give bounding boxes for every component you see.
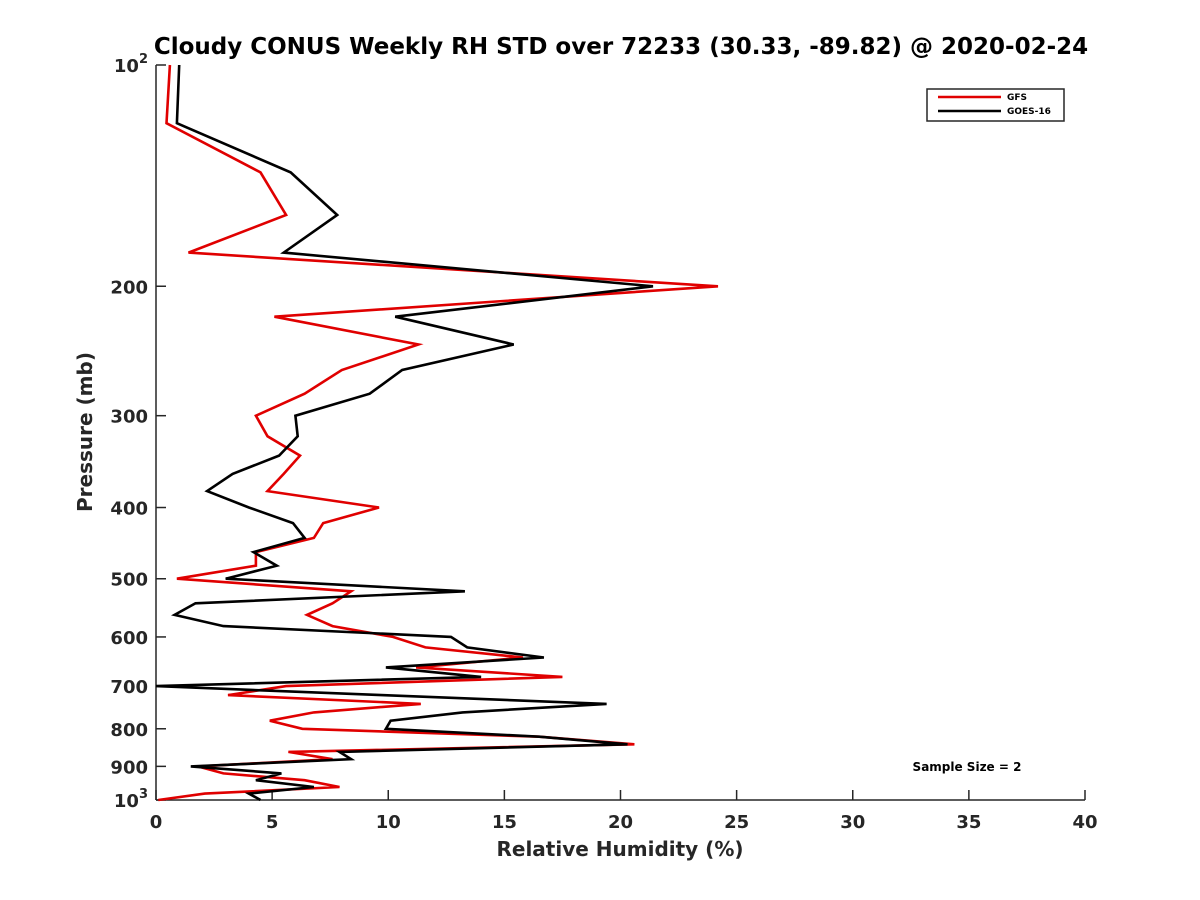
x-tick-label: 25 — [724, 812, 749, 833]
x-tick-label: 5 — [266, 812, 279, 833]
y-tick-label: 600 — [110, 628, 148, 649]
y-axis-label: Pressure (mb) — [73, 352, 97, 512]
y-tick-label: 400 — [110, 499, 148, 520]
x-tick-label: 20 — [608, 812, 633, 833]
chart-title: Cloudy CONUS Weekly RH STD over 72233 (3… — [154, 34, 1088, 60]
sample-size-annotation: Sample Size = 2 — [913, 760, 1022, 774]
x-tick-label: 10 — [376, 812, 401, 833]
legend: GFS GOES-16 — [926, 88, 1065, 122]
x-tick-label: 30 — [840, 812, 865, 833]
x-tick-label: 15 — [492, 812, 517, 833]
y-tick-label: 700 — [110, 677, 148, 698]
y-tick-label: 200 — [110, 277, 148, 298]
series-group — [155, 64, 719, 802]
y-tick-label: 500 — [110, 570, 148, 591]
axes: 0 5 10 15 20 25 30 35 40 102 200 300 400 500 600 700 800… — [110, 52, 1097, 833]
y-tick-label: 103 — [114, 787, 148, 812]
y-tick-label: 900 — [110, 757, 148, 778]
y-tick-label: 800 — [110, 720, 148, 741]
x-tick-label: 35 — [956, 812, 981, 833]
y-tick-label: 300 — [110, 407, 148, 428]
legend-label-goes16: GOES-16 — [1007, 107, 1051, 117]
legend-label-gfs: GFS — [1007, 93, 1027, 103]
series-line-goes16 — [155, 64, 654, 802]
x-tick-label: 40 — [1072, 812, 1097, 833]
x-tick-label: 0 — [150, 812, 163, 833]
y-tick-label: 102 — [114, 52, 148, 77]
x-axis-label: Relative Humidity (%) — [496, 837, 743, 861]
legend-box — [926, 88, 1065, 122]
